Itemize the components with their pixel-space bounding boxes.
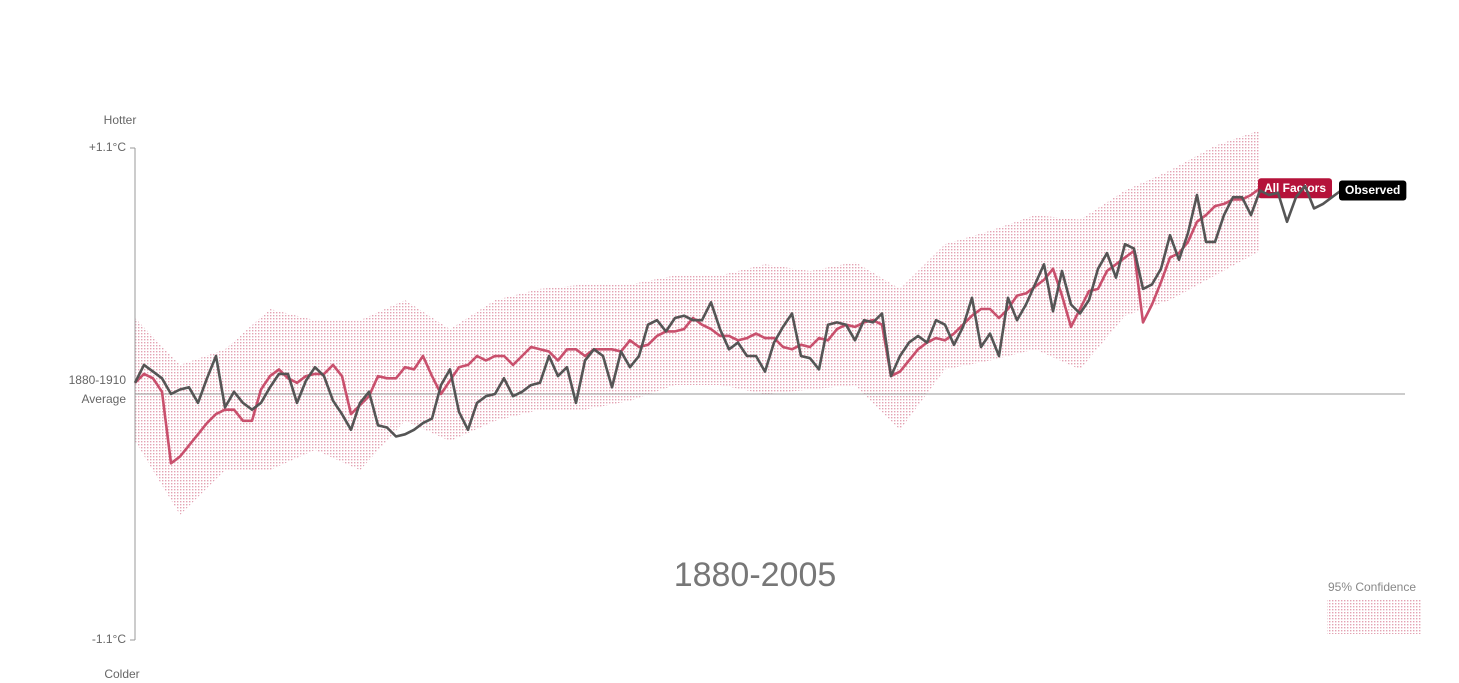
series-label: Observed [1339, 180, 1407, 201]
reference-label: Average [82, 392, 127, 406]
chart-title: 1880-2005 [674, 556, 837, 594]
series-label-text: Observed [1345, 183, 1400, 197]
series-line [133, 184, 1342, 438]
legend-label: 95% Confidence [1328, 580, 1416, 594]
series-label-text: All Factors [1264, 181, 1326, 195]
y-tick-label: -1.1°C [92, 632, 126, 646]
series-label-box [1339, 180, 1407, 201]
y-top-label: Hotter [104, 113, 137, 127]
legend-swatch [1327, 600, 1421, 634]
y-bottom-label: Colder [104, 667, 139, 681]
reference-label: 1880-1910 [69, 373, 127, 387]
y-tick-label: +1.1°C [89, 140, 126, 154]
